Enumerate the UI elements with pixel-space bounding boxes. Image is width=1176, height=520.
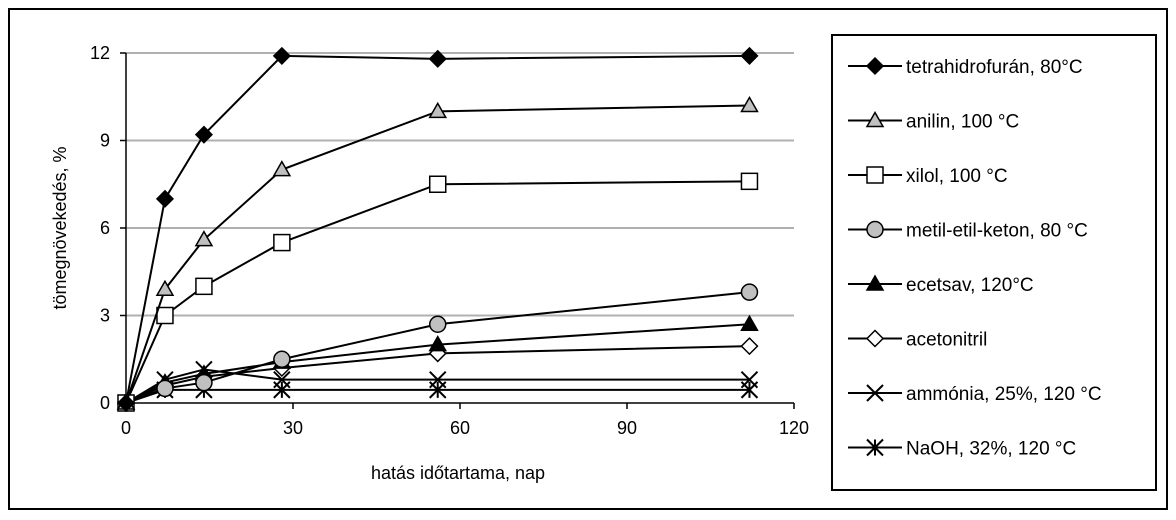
data-point (272, 46, 291, 65)
legend-marker (865, 56, 885, 76)
series-line (125, 180, 750, 404)
legend-label: xilol, 100 °C (906, 166, 1008, 187)
x-tick-label: 120 (779, 418, 809, 438)
series-7 (117, 381, 759, 412)
series-line (125, 54, 750, 404)
data-point (156, 379, 174, 398)
data-point (428, 101, 448, 119)
legend-box (831, 34, 1157, 491)
legend-marker (866, 220, 884, 239)
legend-marker (865, 329, 885, 348)
x-tick-label: 30 (283, 418, 303, 438)
legend-marker (866, 384, 884, 402)
data-point (428, 175, 447, 193)
legend-item: xilol, 100 °C (848, 166, 1008, 187)
data-point (428, 49, 447, 68)
x-axis-label: hatás időtartama, nap (371, 463, 545, 483)
y-tick-label: 0 (100, 393, 110, 413)
legend-label: acetonitril (906, 330, 987, 351)
data-point (740, 370, 759, 389)
chart-frame (8, 8, 1168, 510)
legend-marker (866, 438, 884, 457)
gridlines (126, 52, 794, 317)
series-line (125, 104, 750, 404)
legend-item: ammónia, 25%, 120 °C (848, 384, 1102, 405)
legend-label: anilin, 100 °C (906, 112, 1019, 133)
legend-label: NaOH, 32%, 120 °C (906, 439, 1076, 460)
data-point (195, 373, 213, 392)
data-point (428, 315, 447, 333)
data-point (116, 393, 136, 413)
x-tick-label: 90 (617, 418, 637, 438)
legend-item: anilin, 100 °C (848, 110, 1019, 133)
data-point (740, 95, 759, 113)
legend-marker (865, 274, 885, 291)
data-point (194, 230, 214, 247)
data-point (194, 125, 213, 144)
legend-label: ecetsav, 120°C (906, 275, 1034, 296)
series-0 (116, 46, 759, 413)
legend-item: tetrahidrofurán, 80°C (848, 56, 1083, 78)
data-point (740, 172, 759, 191)
x-stroke (429, 370, 447, 389)
x-stroke (273, 370, 291, 389)
x-tick-label: 60 (450, 418, 470, 438)
y-tick-label: 3 (100, 306, 110, 326)
legend-label: ammónia, 25%, 120 °C (906, 384, 1102, 405)
y-axis-label: tömegnövekedés, % (50, 146, 70, 309)
data-point (740, 314, 759, 331)
legend-label: metil-etil-keton, 80 °C (906, 221, 1088, 242)
data-point (155, 189, 175, 208)
x-stroke (866, 384, 884, 402)
legend: tetrahidrofurán, 80°C anilin, 100 °C xilol… (831, 34, 1157, 491)
y-tick-label: 6 (100, 218, 110, 238)
y-tick-label: 9 (100, 131, 110, 151)
series-group (116, 46, 759, 413)
data-point (428, 335, 448, 352)
legend-item: NaOH, 32%, 120 °C (848, 439, 1076, 460)
data-point (273, 233, 291, 252)
x-tick-label: 0 (121, 418, 131, 438)
data-point (272, 160, 292, 177)
legend-item: acetonitril (848, 329, 987, 351)
legend-item: ecetsav, 120°C (848, 274, 1034, 296)
legend-marker (865, 110, 885, 128)
data-point (429, 370, 447, 389)
legend-label: tetrahidrofurán, 80°C (906, 57, 1083, 78)
data-point (273, 370, 291, 389)
y-tick-label: 12 (90, 43, 110, 63)
data-point (740, 337, 759, 356)
data-point (156, 306, 174, 325)
data-point (155, 279, 175, 296)
x-stroke (740, 370, 759, 389)
data-point (740, 283, 759, 301)
data-point (195, 277, 213, 296)
legend-item: metil-etil-keton, 80 °C (848, 221, 1088, 242)
legend-marker (866, 166, 884, 184)
data-point (740, 46, 759, 65)
data-point (273, 350, 291, 368)
